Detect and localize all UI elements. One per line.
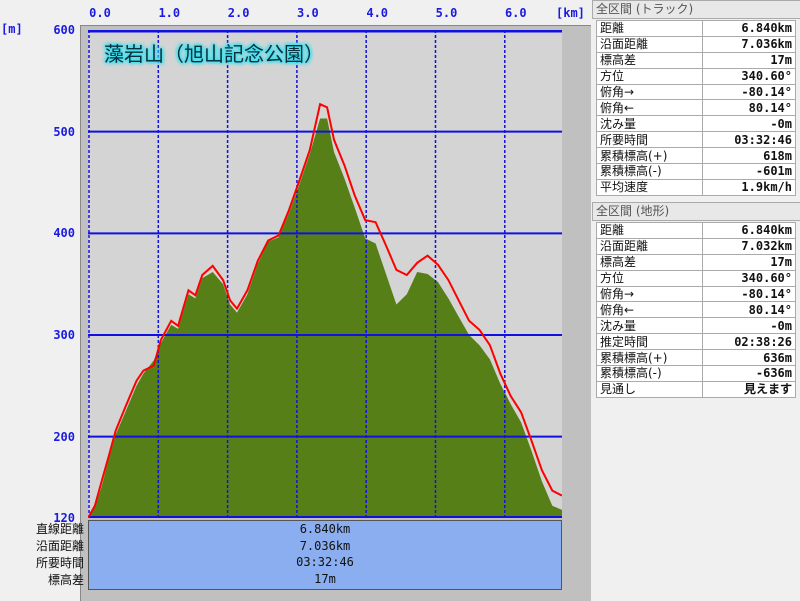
stat-value: -0m — [702, 317, 796, 335]
elevation-profile-chart — [88, 30, 562, 518]
stat-row: 距離 6.840km — [595, 20, 796, 37]
stat-label: 俯角→ — [595, 285, 704, 303]
stat-label: 沈み量 — [595, 317, 704, 335]
stat-label: 俯角→ — [595, 83, 704, 101]
summary-elevation-diff: 17m — [314, 571, 336, 586]
terrain-stats-table: 距離 6.840km 沿面距離 7.032km 標高差 17m 方位 340.60° 俯角→ -8… — [595, 222, 796, 398]
stat-row: 推定時間 02:38:26 — [595, 333, 796, 351]
stat-label: 沈み量 — [595, 115, 704, 133]
stat-value: 618m — [702, 147, 796, 165]
summary-distance: 6.840km — [299, 522, 351, 536]
stat-row: 沈み量 -0m — [595, 115, 796, 133]
stat-label: 方位 — [595, 67, 704, 85]
stat-value: 03:32:46 — [702, 131, 796, 149]
stat-row: 方位 340.60° — [595, 67, 796, 85]
track-panel-header[interactable]: 全区間 (トラック) — [592, 0, 800, 19]
stat-row: 標高差 17m — [595, 253, 796, 271]
stat-value: 636m — [702, 349, 796, 367]
y-tick-label: 200 — [53, 429, 75, 444]
stat-value: 17m — [702, 51, 796, 69]
stat-value: 7.032km — [702, 237, 796, 255]
stat-row: 累積標高(-) -636m — [595, 365, 796, 382]
stat-value: 7.036km — [702, 35, 796, 53]
stat-value: 02:38:26 — [702, 333, 796, 351]
stat-value: 80.14° — [702, 301, 796, 319]
summary-surface-distance: 7.036km — [299, 538, 351, 553]
stat-value: 80.14° — [702, 99, 796, 117]
x-tick-label: 5.0 — [435, 6, 458, 20]
track-line — [88, 102, 562, 518]
stat-label: 累積標高(-) — [595, 163, 704, 180]
y-tick-label: 120 — [53, 511, 75, 525]
stat-row: 距離 6.840km — [595, 222, 796, 239]
stat-label: 方位 — [595, 269, 704, 287]
stat-value: 見えます — [702, 380, 796, 398]
stat-label: 沿面距離 — [595, 35, 704, 53]
y-tick-label: 500 — [53, 124, 75, 139]
summary-time: 03:32:46 — [296, 555, 354, 569]
stat-label: 推定時間 — [595, 333, 704, 351]
stat-value: 6.840km — [702, 20, 796, 37]
stat-row: 累積標高(+) 618m — [595, 147, 796, 165]
stat-label: 累積標高(+) — [595, 147, 704, 165]
summary-box: 6.840km 7.036km 03:32:46 17m — [88, 520, 562, 590]
stat-value: -636m — [702, 365, 796, 382]
stat-row: 俯角→ -80.14° — [595, 83, 796, 101]
stat-label: 累積標高(-) — [595, 365, 704, 382]
stat-value: 17m — [702, 253, 796, 271]
stat-label: 距離 — [595, 222, 704, 239]
chart-title: 藻岩山（旭山記念公園） — [104, 42, 324, 66]
x-tick-label: 1.0 — [158, 6, 181, 20]
stat-row: 平均速度 1.9km/h — [595, 178, 796, 196]
stat-value: -0m — [702, 115, 796, 133]
stat-row: 沿面距離 7.032km — [595, 237, 796, 255]
stat-label: 見通し — [595, 380, 704, 398]
stat-value: 6.840km — [702, 222, 796, 239]
stat-label: 累積標高(+) — [595, 349, 704, 367]
stat-value: 340.60° — [702, 67, 796, 85]
stat-row: 所要時間 03:32:46 — [595, 131, 796, 149]
stat-row: 俯角← 80.14° — [595, 301, 796, 319]
x-tick-label: 4.0 — [366, 6, 389, 20]
summary-label: 標高差 — [47, 573, 84, 587]
y-tick-label: 400 — [53, 226, 75, 241]
terrain-area — [88, 118, 562, 518]
y-tick-label: 300 — [53, 328, 75, 342]
x-axis-unit: [km] — [556, 6, 585, 20]
stat-value: 340.60° — [702, 269, 796, 287]
stat-row: 累積標高(+) 636m — [595, 349, 796, 367]
stat-label: 俯角← — [595, 301, 704, 319]
track-stats-table: 距離 6.840km 沿面距離 7.036km 標高差 17m 方位 340.60° 俯角→ -8… — [595, 20, 796, 196]
stat-label: 俯角← — [595, 99, 704, 117]
stat-row: 沿面距離 7.036km — [595, 35, 796, 53]
stat-value: -80.14° — [702, 285, 796, 303]
summary-label: 沿面距離 — [35, 539, 84, 553]
stat-value: -80.14° — [702, 83, 796, 101]
x-tick-label: 0.0 — [89, 6, 111, 20]
stat-label: 平均速度 — [595, 178, 704, 196]
summary-label: 直線距離 — [35, 522, 84, 536]
terrain-panel-header[interactable]: 全区間 (地形) — [592, 202, 800, 221]
stat-row: 俯角← 80.14° — [595, 99, 796, 117]
stat-row: 沈み量 -0m — [595, 317, 796, 335]
stat-row: 累積標高(-) -601m — [595, 163, 796, 180]
stat-label: 所要時間 — [595, 131, 704, 149]
x-tick-label: 3.0 — [297, 6, 319, 20]
stat-row: 俯角→ -80.14° — [595, 285, 796, 303]
y-tick-label: 600 — [53, 23, 75, 37]
stat-row: 標高差 17m — [595, 51, 796, 69]
stat-row: 見通し 見えます — [595, 380, 796, 398]
x-tick-label: 2.0 — [227, 6, 250, 20]
stat-row: 方位 340.60° — [595, 269, 796, 287]
y-axis-unit: [m] — [1, 22, 23, 36]
x-tick-label: 6.0 — [504, 6, 527, 20]
stat-value: -601m — [702, 163, 796, 180]
stat-value: 1.9km/h — [702, 178, 796, 196]
summary-label: 所要時間 — [35, 556, 84, 570]
stat-label: 沿面距離 — [595, 237, 704, 255]
stat-label: 標高差 — [595, 51, 704, 69]
stat-label: 距離 — [595, 20, 704, 37]
stat-label: 標高差 — [595, 253, 704, 271]
